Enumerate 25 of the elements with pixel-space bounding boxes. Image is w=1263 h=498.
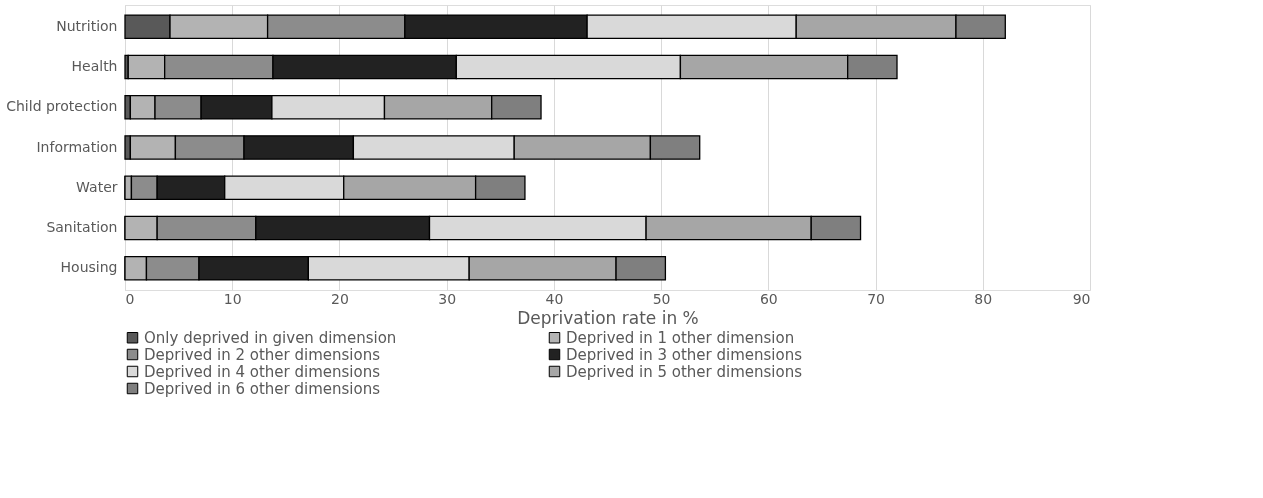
legend-label: Deprived in 1 other dimension	[566, 328, 795, 347]
x-tick-label: 90	[1072, 290, 1091, 307]
legend-label: Only deprived in given dimension	[144, 328, 397, 347]
x-tick-label: 60	[759, 290, 778, 307]
x-tick-label: 80	[974, 290, 993, 307]
legend-label: Deprived in 6 other dimensions	[144, 379, 381, 398]
x-tick-label: 50	[652, 290, 671, 307]
y-tick-label: Water	[76, 178, 118, 195]
y-tick-label: Sanitation	[46, 219, 118, 236]
y-tick-label: Information	[36, 138, 118, 155]
x-tick-label: 10	[223, 290, 242, 307]
y-tick-label: Child protection	[6, 98, 118, 115]
x-tick-label: 20	[331, 290, 349, 307]
legend-label: Deprived in 2 other dimensions	[144, 345, 381, 364]
y-tick-label: Housing	[60, 259, 118, 276]
x-axis-title: Deprivation rate in %	[517, 307, 699, 328]
legend-label: Deprived in 3 other dimensions	[566, 345, 803, 364]
legend-label: Deprived in 4 other dimensions	[144, 362, 381, 381]
x-tick-label: 70	[867, 290, 885, 307]
y-tick-label: Nutrition	[56, 17, 118, 34]
y-tick-label: Health	[71, 57, 118, 74]
x-tick-label: 0	[125, 290, 135, 307]
x-tick-label: 40	[545, 290, 564, 307]
x-tick-label: 30	[438, 290, 457, 307]
legend-label: Deprived in 5 other dimensions	[566, 362, 803, 381]
